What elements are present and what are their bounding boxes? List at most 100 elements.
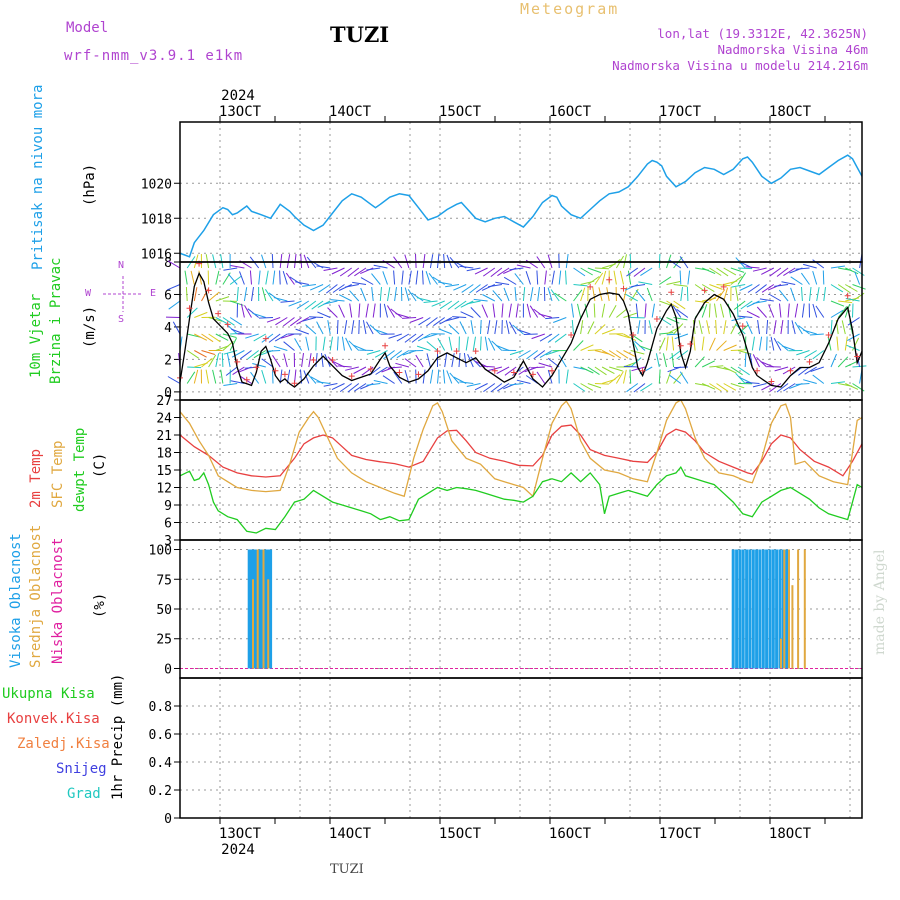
gust-marker bbox=[491, 367, 498, 374]
wind-arrow bbox=[223, 383, 238, 386]
wind-arrow bbox=[473, 298, 488, 302]
wind-arrow bbox=[787, 303, 790, 318]
wind-arrow bbox=[630, 350, 645, 355]
wind-arrow bbox=[215, 270, 220, 285]
wind-arrow bbox=[280, 300, 295, 303]
gust-marker bbox=[806, 358, 813, 365]
wind-arrow bbox=[222, 317, 235, 326]
wind-arrow bbox=[776, 383, 789, 393]
wind-arrow bbox=[846, 344, 860, 351]
wind-arrow bbox=[553, 317, 567, 323]
wind-arrow bbox=[714, 303, 717, 318]
wind-arrow bbox=[616, 333, 630, 339]
wind-arrow bbox=[633, 267, 646, 277]
wind-arrow bbox=[608, 259, 621, 269]
wind-arrow bbox=[577, 303, 582, 318]
wind-arrow bbox=[530, 366, 545, 369]
wind-arrow bbox=[317, 311, 331, 318]
wind-arrow bbox=[349, 303, 353, 318]
wind-arrow bbox=[331, 383, 345, 391]
high-cloud-bar bbox=[269, 549, 273, 669]
wind-arrow bbox=[731, 284, 746, 288]
wind-arrow bbox=[393, 371, 403, 384]
wind-arrow bbox=[740, 300, 753, 310]
wind-arrow bbox=[379, 287, 382, 302]
wind-arrow bbox=[426, 353, 431, 368]
wind-arrow bbox=[550, 289, 560, 302]
wind-arrow bbox=[580, 344, 594, 351]
wind-arrow bbox=[184, 270, 188, 285]
wind-arrow bbox=[816, 287, 820, 302]
wind-arrow bbox=[616, 350, 629, 359]
wind-arrow bbox=[386, 305, 396, 318]
wind-arrow bbox=[327, 307, 338, 318]
wind-arrow bbox=[505, 320, 510, 335]
y-tick-label: 9 bbox=[164, 499, 172, 514]
wind-arrow bbox=[383, 350, 395, 360]
wind-arrow bbox=[383, 303, 388, 318]
wind-arrow bbox=[565, 270, 567, 285]
wind-arrow bbox=[608, 350, 622, 359]
gust-marker bbox=[234, 358, 241, 365]
wind-arrow bbox=[759, 336, 763, 351]
y-tick-label: 100 bbox=[149, 544, 172, 559]
wind-arrow bbox=[438, 281, 452, 285]
wind-arrow bbox=[344, 320, 348, 335]
wind-arrow bbox=[623, 312, 637, 318]
wind-arrow bbox=[360, 277, 374, 285]
y-tick-label: 8 bbox=[164, 256, 172, 271]
high-cloud-bar bbox=[785, 549, 789, 669]
wind-arrow bbox=[838, 300, 853, 304]
wind-arrow bbox=[208, 354, 217, 368]
wind-arrow bbox=[630, 357, 642, 368]
wind-arrow bbox=[290, 317, 302, 327]
wind-arrow bbox=[686, 286, 689, 302]
y-tick-label: 6 bbox=[164, 288, 172, 303]
wind-arrow bbox=[783, 383, 796, 392]
wind-arrow bbox=[304, 300, 317, 310]
wind-arrow bbox=[239, 271, 245, 285]
mid-cloud-bar bbox=[267, 579, 270, 669]
wind-arrow bbox=[837, 356, 849, 368]
wind-arrow bbox=[631, 284, 646, 288]
gust-marker bbox=[677, 342, 684, 349]
wind-arrow bbox=[769, 267, 782, 277]
wind-arrow bbox=[325, 284, 338, 294]
wind-arrow bbox=[395, 313, 410, 318]
wind-arrow bbox=[795, 383, 810, 385]
wind-arrow bbox=[496, 366, 510, 375]
wind-arrow bbox=[812, 303, 818, 318]
wind-arrow bbox=[804, 350, 817, 359]
y-tick-label: 15 bbox=[156, 464, 172, 479]
wind-arrow bbox=[396, 350, 410, 359]
y-tick-label: 75 bbox=[156, 573, 172, 588]
wind-arrow bbox=[533, 350, 546, 360]
wind-arrow bbox=[676, 308, 689, 318]
wind-arrow bbox=[229, 317, 243, 326]
wind-arrow bbox=[639, 366, 653, 375]
wind-arrow bbox=[338, 294, 352, 302]
wind-arrow bbox=[305, 324, 317, 335]
y-tick-label: 6 bbox=[164, 517, 172, 532]
wind-arrow bbox=[676, 350, 689, 360]
wind-arrow bbox=[518, 366, 531, 375]
wind-arrow bbox=[323, 383, 338, 387]
gust-marker bbox=[205, 287, 212, 294]
wind-arrow bbox=[509, 350, 524, 356]
wind-arrow bbox=[720, 303, 725, 318]
wind-arrow bbox=[780, 320, 784, 335]
high-cloud-bar bbox=[778, 549, 782, 669]
wind-arrow bbox=[580, 287, 586, 302]
compass-e: E bbox=[150, 288, 157, 299]
wind-arrow bbox=[551, 270, 555, 285]
wind-arrow bbox=[459, 381, 474, 384]
wind-arrow bbox=[422, 254, 426, 269]
wind-arrow bbox=[573, 284, 588, 287]
wind-arrow bbox=[709, 284, 723, 290]
wind-arrow bbox=[423, 333, 438, 339]
wind-arrow bbox=[573, 289, 583, 302]
wind-arrow bbox=[305, 336, 310, 351]
wind-arrow bbox=[331, 267, 345, 275]
wind-arrow bbox=[730, 275, 743, 285]
wind-arrow bbox=[393, 270, 396, 285]
